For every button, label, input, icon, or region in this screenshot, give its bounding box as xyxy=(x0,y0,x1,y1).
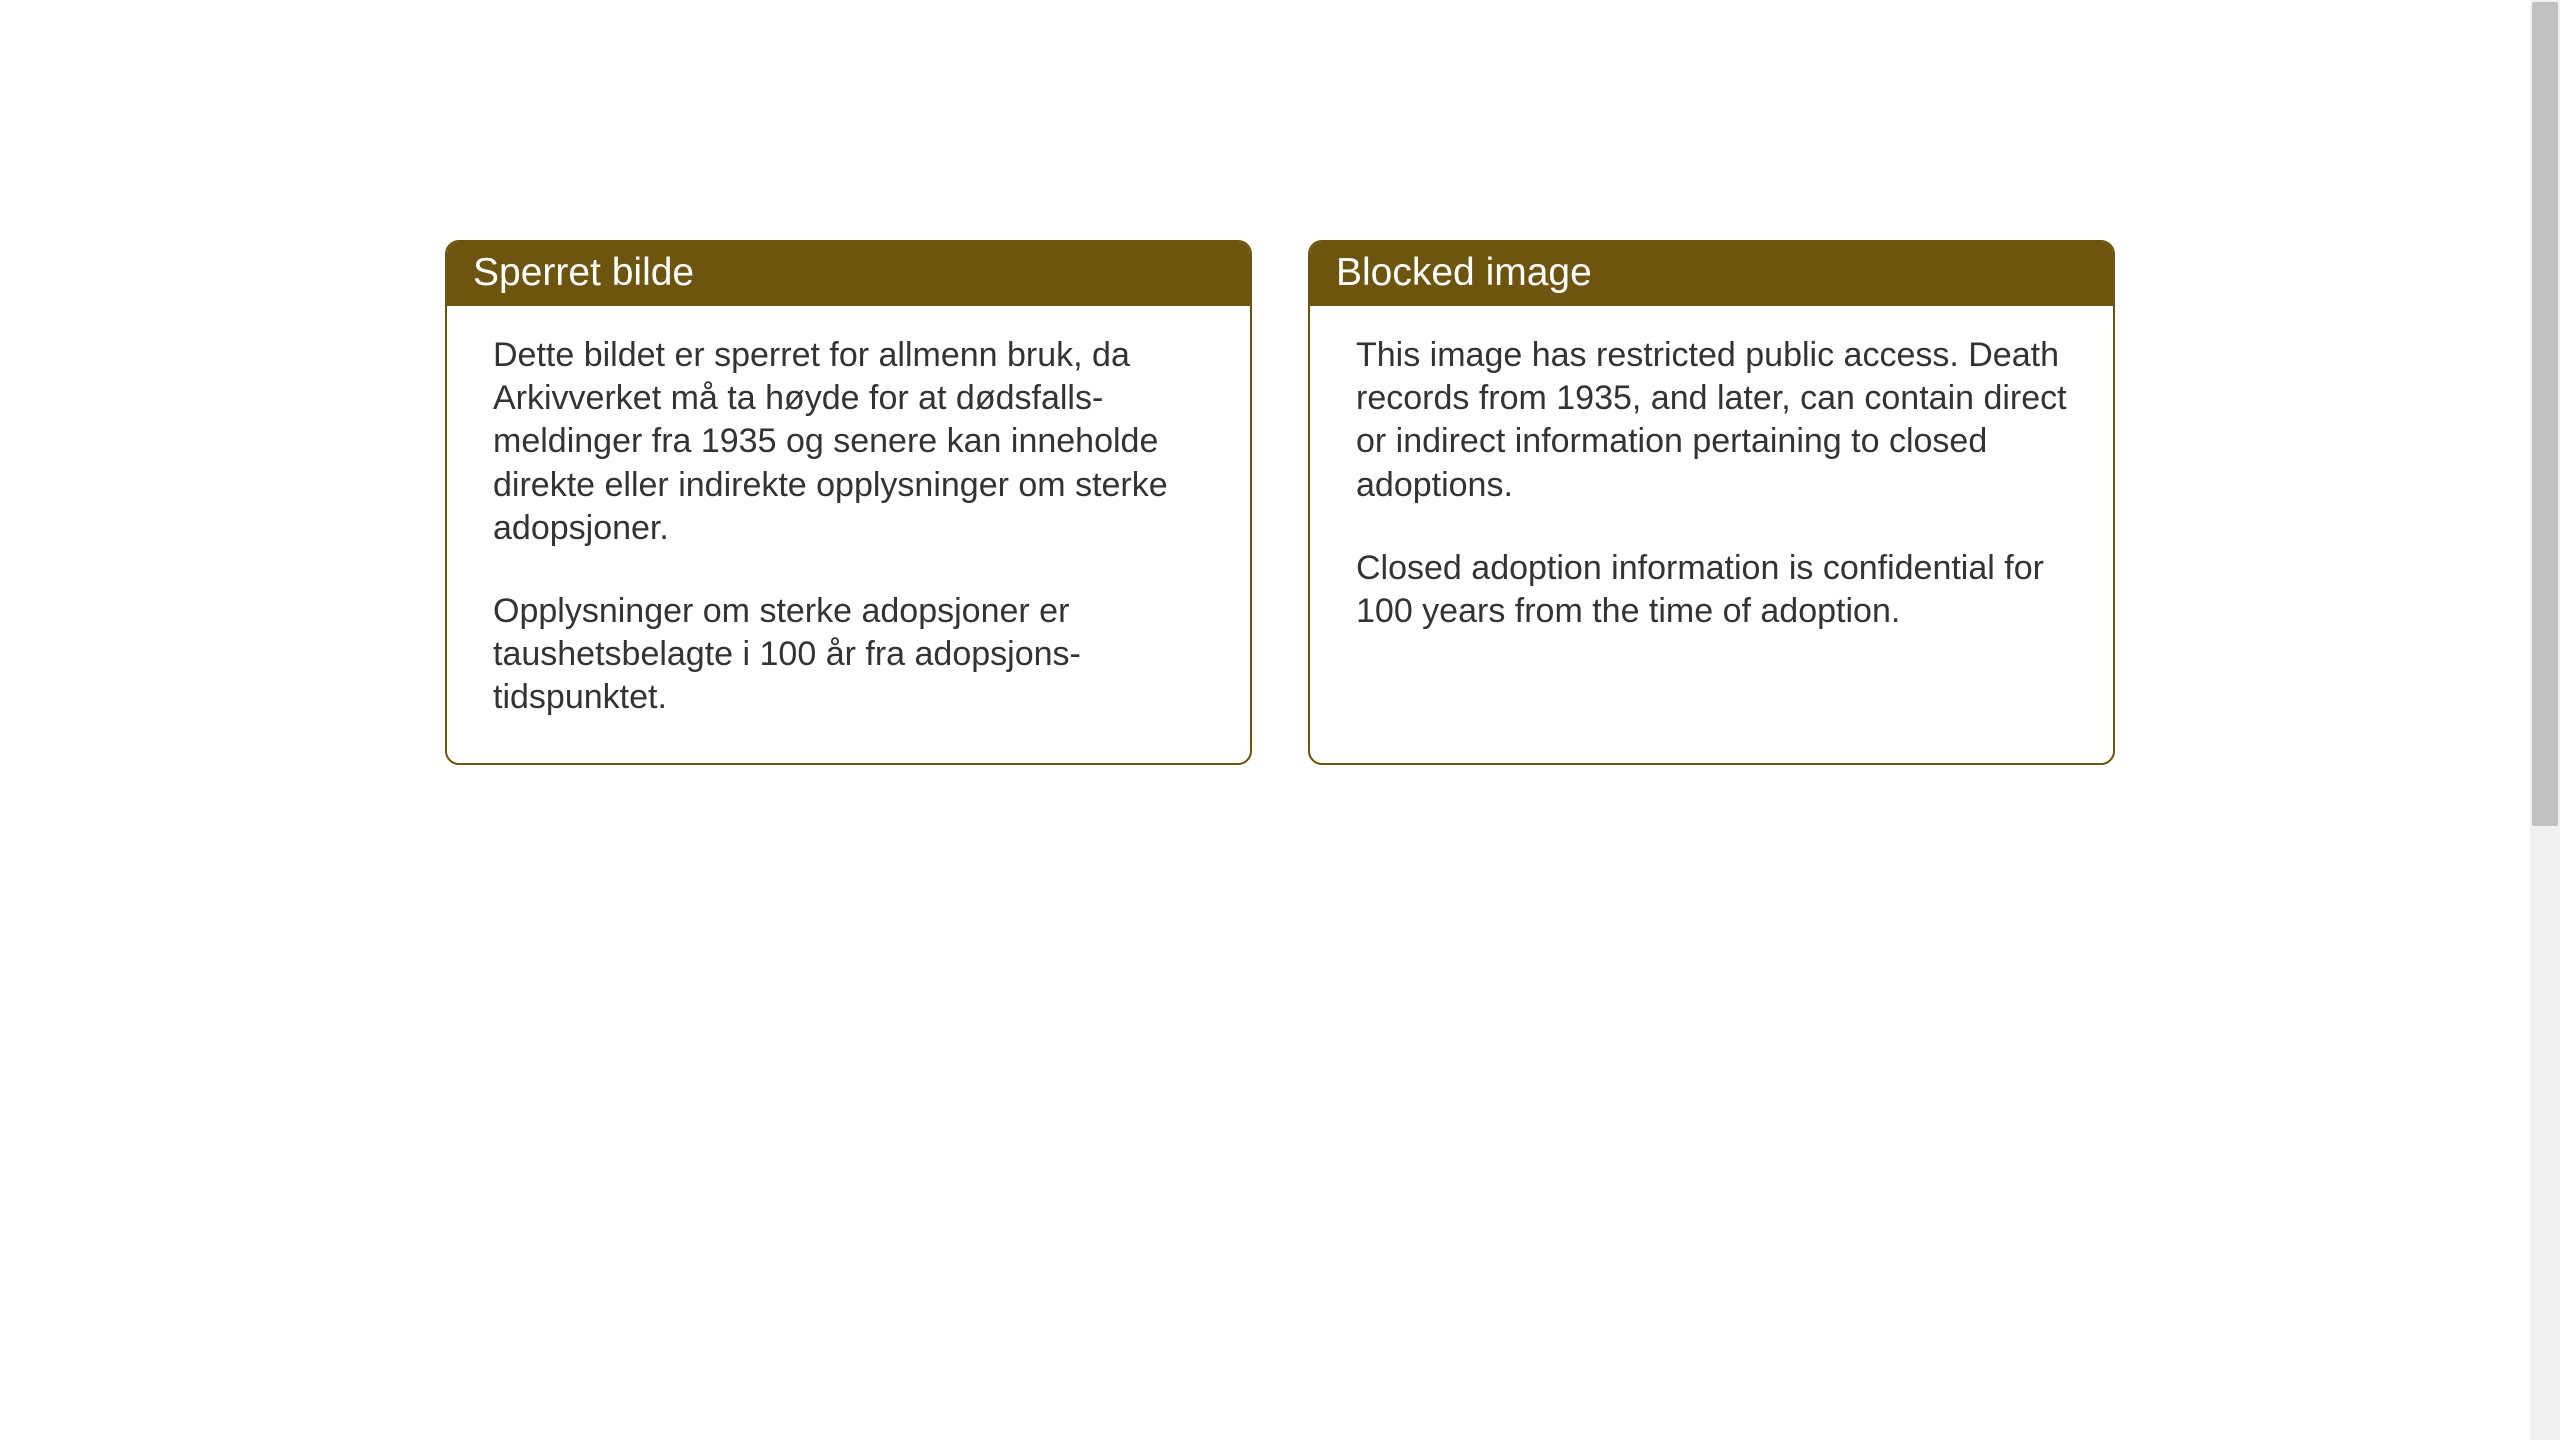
scrollbar-track[interactable] xyxy=(2530,0,2560,1440)
notice-card-body: This image has restricted public access.… xyxy=(1310,306,2113,677)
notice-card-body: Dette bildet er sperret for allmenn bruk… xyxy=(447,306,1250,763)
notice-card-norwegian: Sperret bilde Dette bildet er sperret fo… xyxy=(445,240,1252,765)
scrollbar-thumb[interactable] xyxy=(2532,2,2558,826)
notice-card-header: Sperret bilde xyxy=(447,242,1250,306)
notice-container: Sperret bilde Dette bildet er sperret fo… xyxy=(445,240,2115,765)
notice-paragraph: Closed adoption information is confident… xyxy=(1356,547,2071,633)
notice-card-header: Blocked image xyxy=(1310,242,2113,306)
notice-paragraph: This image has restricted public access.… xyxy=(1356,334,2071,507)
notice-card-english: Blocked image This image has restricted … xyxy=(1308,240,2115,765)
notice-title: Sperret bilde xyxy=(473,251,694,294)
notice-paragraph: Dette bildet er sperret for allmenn bruk… xyxy=(493,334,1208,550)
notice-title: Blocked image xyxy=(1336,251,1592,294)
notice-paragraph: Opplysninger om sterke adopsjoner er tau… xyxy=(493,590,1208,720)
